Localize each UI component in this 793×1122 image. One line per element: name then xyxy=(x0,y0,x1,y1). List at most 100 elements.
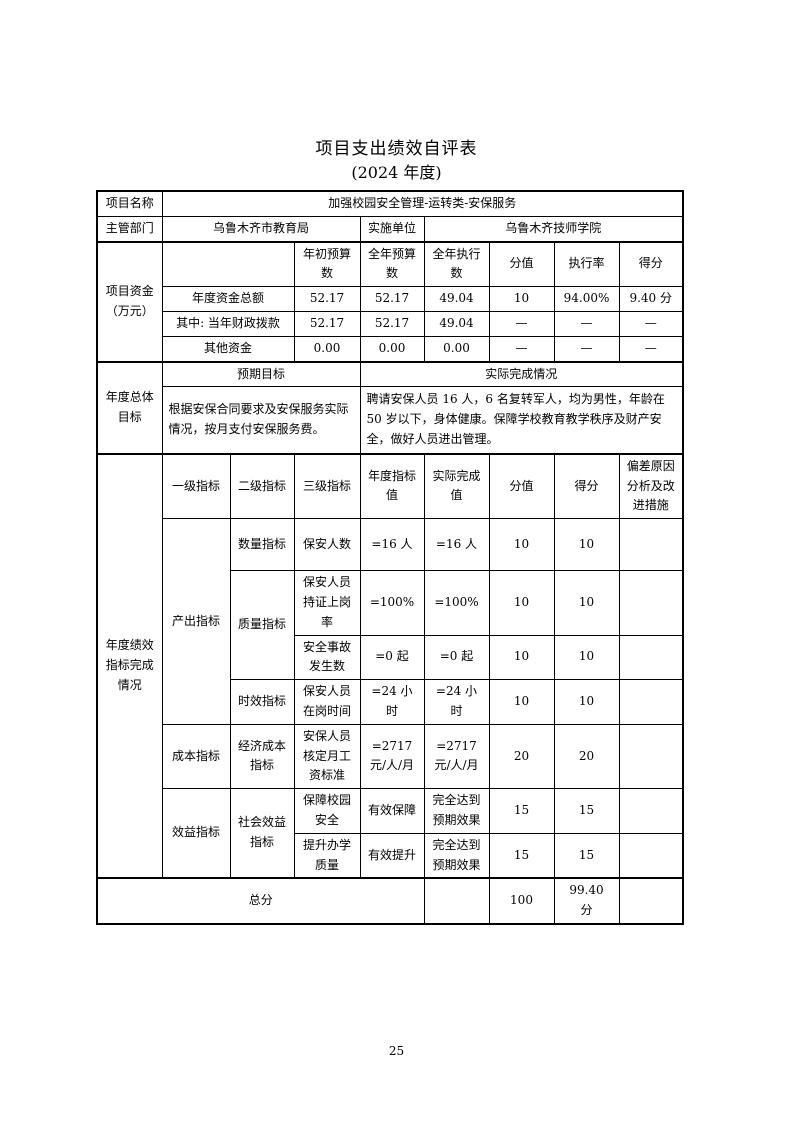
indicator-deviation xyxy=(618,570,684,636)
total-deviation-blank xyxy=(618,877,684,925)
indicator-score: 15 xyxy=(488,788,555,834)
indicator-header-actual: 实际完成值 xyxy=(423,452,490,520)
indicator-deviation xyxy=(618,788,684,834)
row-funds-header: 项目资金（万元） 年初预算数 全年预算数 全年执行数 分值 执行率 得分 xyxy=(96,240,684,363)
funds-score: — xyxy=(488,335,555,363)
indicator-actual: =16 人 xyxy=(423,518,490,572)
funds-header-score: 分值 xyxy=(488,240,555,288)
indicator-got: 10 xyxy=(553,634,620,681)
indicator-section-label: 年度绩效指标完成情况 xyxy=(96,452,163,879)
funds-rate: — xyxy=(553,310,620,337)
row-goal-text: 根据安保合同要求及安保服务实际情况，按月支付安保服务费。 聘请安保人员 16 人… xyxy=(97,386,684,455)
indicator-header-target: 年度指标值 xyxy=(359,452,425,520)
row-funds-total: 年度资金总额 52.17 52.17 49.04 10 94.00% 9.40 … xyxy=(97,286,684,312)
funds-blank-cell xyxy=(161,240,295,288)
indicator-deviation xyxy=(618,723,684,790)
row-funds-other: 其他资金 0.00 0.00 0.00 — — — xyxy=(97,335,684,363)
project-name-label: 项目名称 xyxy=(96,190,163,217)
funds-score: 10 xyxy=(488,286,555,312)
indicator-actual: =100% xyxy=(423,570,490,636)
funds-score: — xyxy=(488,310,555,337)
row-indicator-quality: 提升办学质量 有效提升 完全达到预期效果 15 15 xyxy=(97,832,684,879)
funds-got: 9.40 分 xyxy=(618,286,684,312)
indicator-actual: =24 小时 xyxy=(423,679,490,725)
funds-value: 52.17 xyxy=(293,310,361,337)
indicator-header-l1: 一级指标 xyxy=(161,452,231,520)
funds-header-got: 得分 xyxy=(618,240,684,288)
indicator-target: =16 人 xyxy=(359,518,425,572)
indicator-header-got: 得分 xyxy=(553,452,620,520)
total-label: 总分 xyxy=(96,877,425,925)
indicator-header-l2: 二级指标 xyxy=(229,452,295,520)
goal-expected-header: 预期目标 xyxy=(161,360,361,388)
row-project-name: 项目名称 加强校园安全管理-运转类-安保服务 xyxy=(96,190,684,217)
indicator-target: =100% xyxy=(359,570,425,636)
row-indicator-time: 时效指标 保安人员在岗时间 =24 小时 =24 小时 10 10 xyxy=(97,679,684,725)
indicator-actual: 完全达到预期效果 xyxy=(423,788,490,834)
total-blank xyxy=(423,877,490,925)
funds-got: — xyxy=(618,310,684,337)
indicator-l3: 保安人数 xyxy=(293,518,361,572)
indicator-l1: 效益指标 xyxy=(161,788,231,879)
indicator-l2: 时效指标 xyxy=(229,679,295,725)
goal-actual-header: 实际完成情况 xyxy=(359,360,684,388)
indicator-got: 10 xyxy=(553,570,620,636)
funds-value: 52.17 xyxy=(359,286,425,312)
funds-header-annual-budget: 全年预算数 xyxy=(359,240,425,288)
indicator-target: 有效提升 xyxy=(359,832,425,879)
row-indicator-header: 年度绩效指标完成情况 一级指标 二级指标 三级指标 年度指标值 实际完成值 分值… xyxy=(96,452,684,879)
row-total: 总分 100 99.40 分 xyxy=(96,877,684,925)
indicator-got: 10 xyxy=(553,679,620,725)
indicator-deviation xyxy=(618,518,684,572)
indicator-l1: 产出指标 xyxy=(161,518,231,725)
dept-label: 主管部门 xyxy=(96,215,163,243)
funds-value: 49.04 xyxy=(423,310,490,337)
funds-header-executed: 全年执行数 xyxy=(423,240,490,288)
funds-row-label: 其他资金 xyxy=(161,335,295,363)
row-funds-fiscal: 其中: 当年财政拨款 52.17 52.17 49.04 — — — xyxy=(97,310,684,337)
funds-got: — xyxy=(618,335,684,363)
funds-value: 0.00 xyxy=(359,335,425,363)
page-subtitle: (2024 年度) xyxy=(351,163,442,182)
funds-value: 0.00 xyxy=(423,335,490,363)
indicator-target: =24 小时 xyxy=(359,679,425,725)
impl-value: 乌鲁木齐技师学院 xyxy=(423,215,684,243)
row-indicator-cert: 质量指标 保安人员持证上岗率 =100% =100% 10 10 xyxy=(97,570,684,681)
indicator-score: 10 xyxy=(488,634,555,681)
funds-value: 52.17 xyxy=(359,310,425,337)
indicator-got: 15 xyxy=(553,788,620,834)
indicator-l2: 数量指标 xyxy=(229,518,295,572)
indicator-got: 20 xyxy=(553,723,620,790)
indicator-l2: 质量指标 xyxy=(229,570,295,681)
dept-value: 乌鲁木齐市教育局 xyxy=(161,215,361,243)
indicator-score: 10 xyxy=(488,518,555,572)
indicator-l3: 提升办学质量 xyxy=(293,832,361,879)
indicator-actual: 完全达到预期效果 xyxy=(423,832,490,879)
impl-label: 实施单位 xyxy=(359,215,425,243)
indicator-target: =0 起 xyxy=(359,634,425,681)
indicator-score: 20 xyxy=(488,723,555,790)
indicator-deviation xyxy=(618,679,684,725)
funds-rate: — xyxy=(553,335,620,363)
page-title: 项目支出绩效自评表 xyxy=(315,139,478,159)
project-name-value: 加强校园安全管理-运转类-安保服务 xyxy=(161,190,684,217)
indicator-l3: 安保人员核定月工资标准 xyxy=(293,723,361,790)
funds-section-label: 项目资金（万元） xyxy=(96,240,163,363)
indicator-header-score: 分值 xyxy=(488,452,555,520)
funds-value: 0.00 xyxy=(293,335,361,363)
row-indicator-quantity: 产出指标 数量指标 保安人数 =16 人 =16 人 10 10 xyxy=(97,518,684,725)
indicator-score: 10 xyxy=(488,570,555,636)
indicator-score: 15 xyxy=(488,832,555,879)
page-number: 25 xyxy=(388,1044,405,1058)
indicator-got: 15 xyxy=(553,832,620,879)
funds-header-initial-budget: 年初预算数 xyxy=(293,240,361,288)
funds-header-rate: 执行率 xyxy=(553,240,620,288)
indicator-l2: 社会效益指标 xyxy=(229,788,295,879)
indicator-actual: =0 起 xyxy=(423,634,490,681)
row-indicator-safety: 效益指标 社会效益指标 保障校园安全 有效保障 完全达到预期效果 15 15 xyxy=(97,788,684,879)
row-indicator-accident: 安全事故发生数 =0 起 =0 起 10 10 xyxy=(97,634,684,681)
indicator-l1: 成本指标 xyxy=(161,723,231,790)
indicator-got: 10 xyxy=(553,518,620,572)
indicator-l3: 保障校园安全 xyxy=(293,788,361,834)
